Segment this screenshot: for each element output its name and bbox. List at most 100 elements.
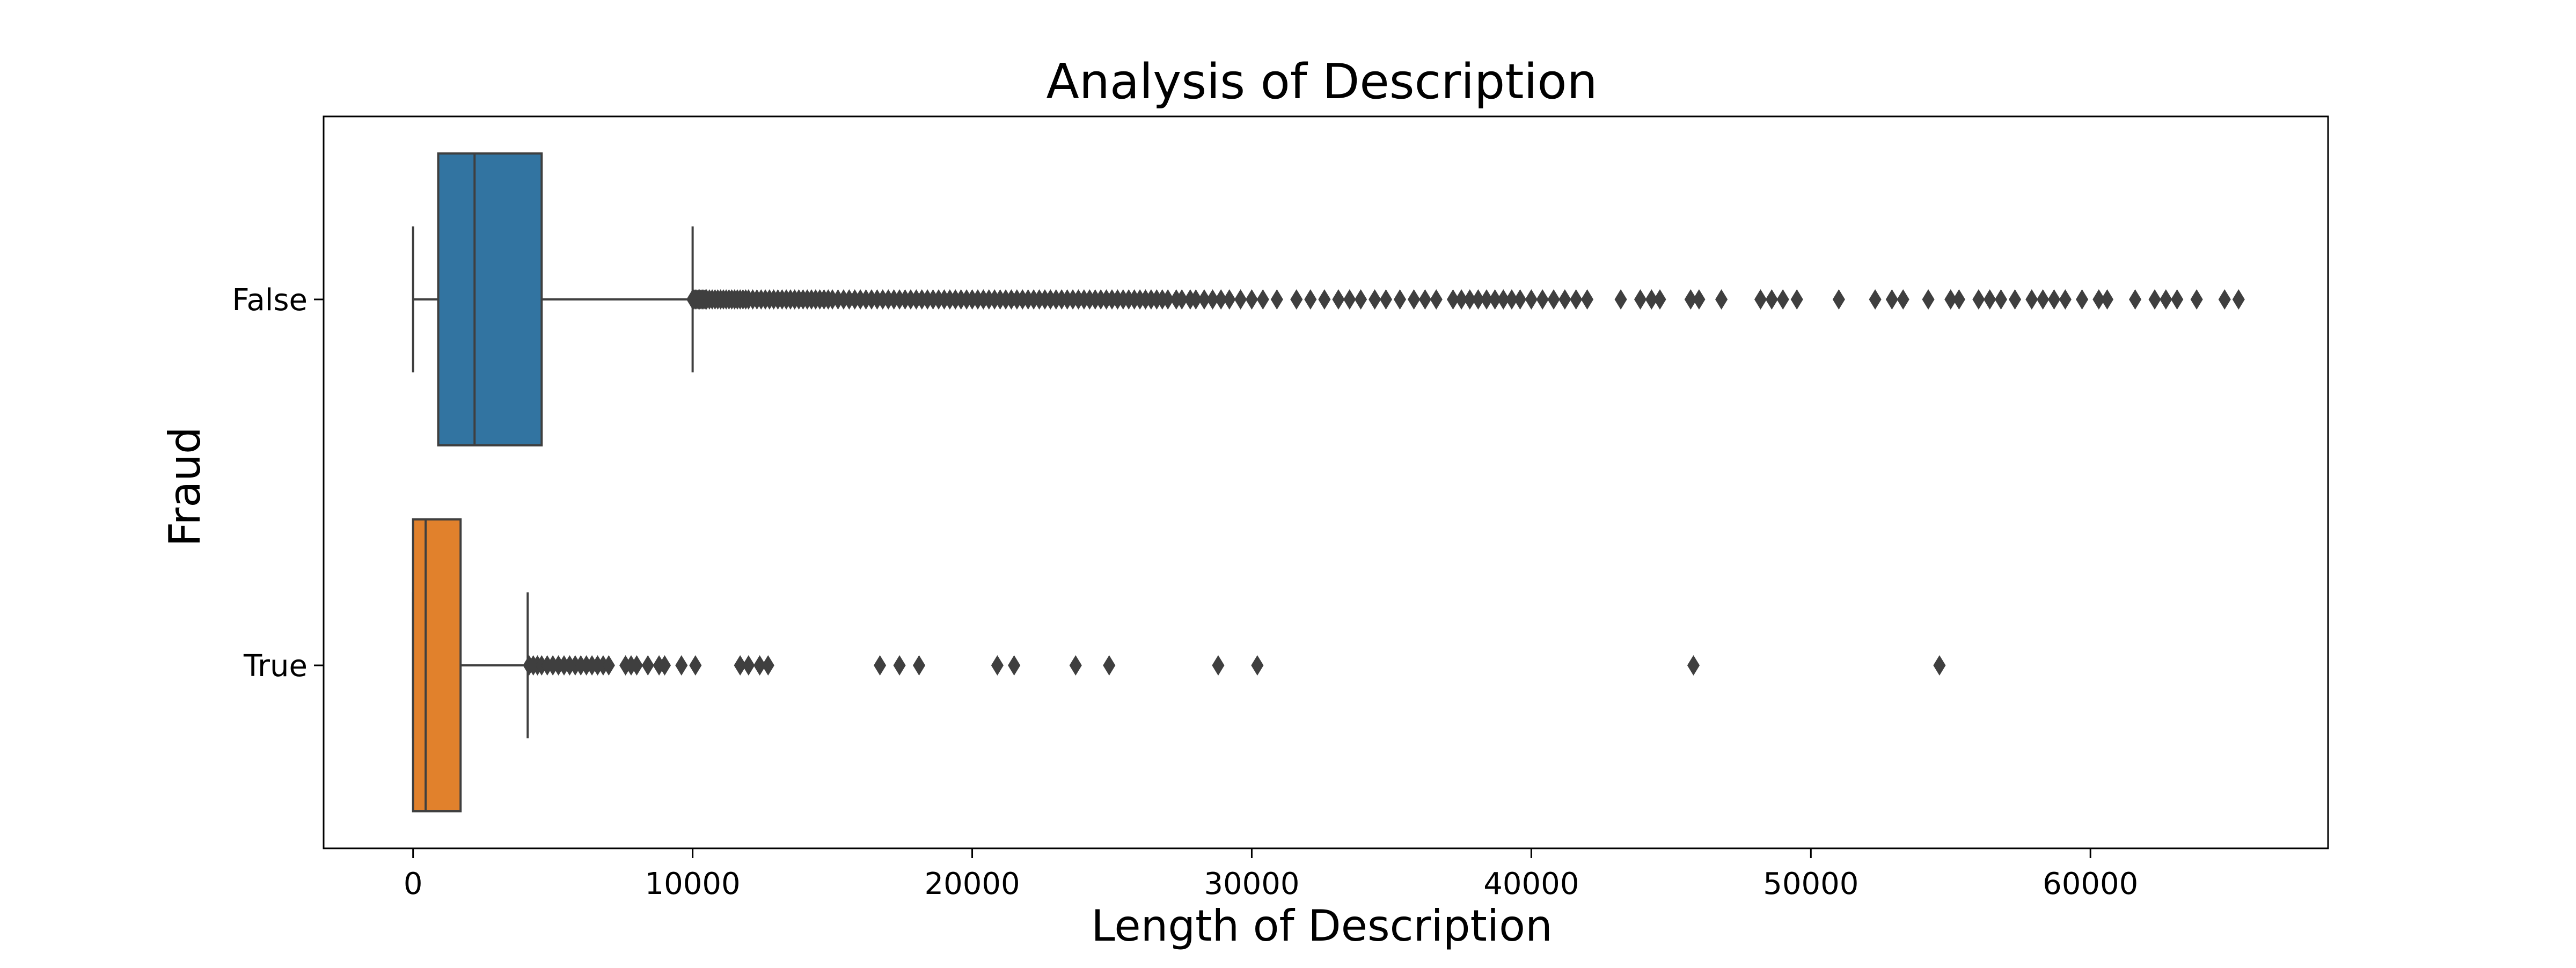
outlier-point xyxy=(1251,655,1264,676)
outlier-point xyxy=(1984,289,1996,310)
outlier-point xyxy=(1897,289,1909,310)
outlier-point xyxy=(1368,289,1381,310)
outlier-point xyxy=(1270,289,1283,310)
y-tick-label: False xyxy=(232,283,308,318)
outlier-point xyxy=(1614,289,1627,310)
outlier-point xyxy=(2190,289,2203,310)
x-axis-label: Length of Description xyxy=(1091,901,1553,951)
outlier-point xyxy=(1547,289,1560,310)
x-tick-label: 0 xyxy=(404,867,423,901)
outlier-point xyxy=(1645,289,1658,310)
box-group xyxy=(412,152,2245,446)
outlier-point xyxy=(1944,289,1957,310)
outlier-point xyxy=(1972,289,1985,310)
outlier-point xyxy=(1525,289,1538,310)
y-tick-label: True xyxy=(243,649,308,684)
outlier-point xyxy=(1832,289,1845,310)
outlier-point xyxy=(2128,289,2142,310)
outlier-point xyxy=(2171,289,2184,310)
outlier-point xyxy=(1318,289,1331,310)
outlier-point xyxy=(742,655,755,676)
box-group xyxy=(412,518,1946,812)
outlier-point xyxy=(1355,289,1367,310)
outlier-point xyxy=(2148,289,2161,310)
outlier-point xyxy=(1693,289,1706,310)
box-iqr xyxy=(437,152,543,446)
outlier-point xyxy=(2076,289,2089,310)
outlier-point xyxy=(2232,289,2245,310)
outlier-point xyxy=(2101,289,2114,310)
box-iqr xyxy=(412,518,462,812)
outlier-point xyxy=(1290,289,1303,310)
outlier-point xyxy=(1497,289,1510,310)
outlier-point xyxy=(912,655,926,676)
outlier-point xyxy=(2008,289,2022,310)
outlier-point xyxy=(1933,655,1946,676)
outlier-point xyxy=(1536,289,1549,310)
outlier-point xyxy=(1570,289,1583,310)
outlier-point xyxy=(1765,289,1778,310)
outlier-point xyxy=(1008,655,1021,676)
outlier-point xyxy=(2160,289,2172,310)
x-tick-label: 30000 xyxy=(1204,867,1299,901)
outlier-point xyxy=(753,655,766,676)
chart-title: Analysis of Description xyxy=(1046,54,1597,110)
y-axis-label: Fraud xyxy=(160,427,210,547)
outlier-point xyxy=(874,655,887,676)
outlier-point xyxy=(1304,289,1317,310)
outlier-point xyxy=(1634,289,1647,310)
outlier-point xyxy=(1952,289,1965,310)
outlier-point xyxy=(1558,289,1571,310)
plot-frame xyxy=(323,115,2329,849)
outlier-point xyxy=(1687,655,1700,676)
outlier-point xyxy=(675,655,688,676)
outlier-point xyxy=(658,655,671,676)
outlier-point xyxy=(1922,289,1935,310)
outlier-point xyxy=(602,655,615,676)
outlier-point xyxy=(1455,289,1468,310)
outlier-point xyxy=(762,655,774,676)
outlier-point xyxy=(2218,289,2231,310)
outlier-point xyxy=(1393,289,1407,310)
outlier-point xyxy=(1446,289,1460,310)
plot-layer: 0 10000 20000 30000 40000 50000 60000 False True xyxy=(232,152,2245,901)
outlier-point xyxy=(1430,289,1443,310)
outlier-point xyxy=(1206,289,1219,310)
outlier-point xyxy=(1480,289,1493,310)
outlier-point xyxy=(2092,289,2105,310)
outlier-point xyxy=(893,655,906,676)
outlier-point xyxy=(1189,289,1202,310)
x-tick-label: 20000 xyxy=(924,867,1020,901)
outlier-point xyxy=(1245,289,1258,310)
outlier-point xyxy=(1379,289,1393,310)
outlier-point xyxy=(1418,289,1432,310)
outlier-point xyxy=(1513,289,1527,310)
outlier-point xyxy=(641,655,654,676)
outlier-point xyxy=(1223,289,1236,310)
outlier-point xyxy=(2059,289,2072,310)
x-tick-label: 40000 xyxy=(1483,867,1579,901)
outlier-point xyxy=(1175,289,1188,310)
outlier-point xyxy=(689,655,702,676)
outlier-point xyxy=(1332,289,1345,310)
outlier-point xyxy=(1472,289,1484,310)
outlier-point xyxy=(1343,289,1356,310)
outlier-point xyxy=(1463,289,1476,310)
outlier-point xyxy=(1214,289,1227,310)
outlier-point xyxy=(2047,289,2061,310)
outlier-point xyxy=(1256,289,1269,310)
x-tick-label: 60000 xyxy=(2043,867,2138,901)
x-tick-label: 50000 xyxy=(1763,867,1858,901)
outlier-point xyxy=(734,655,747,676)
outlier-point xyxy=(1580,289,1594,310)
outlier-point xyxy=(1869,289,1882,310)
outlier-point xyxy=(1715,289,1728,310)
x-tick-label: 10000 xyxy=(645,867,741,901)
outlier-point xyxy=(1103,655,1116,676)
outlier-point xyxy=(1790,289,1803,310)
outlier-point xyxy=(2037,289,2050,310)
outlier-point xyxy=(630,655,643,676)
outlier-point xyxy=(2025,289,2038,310)
